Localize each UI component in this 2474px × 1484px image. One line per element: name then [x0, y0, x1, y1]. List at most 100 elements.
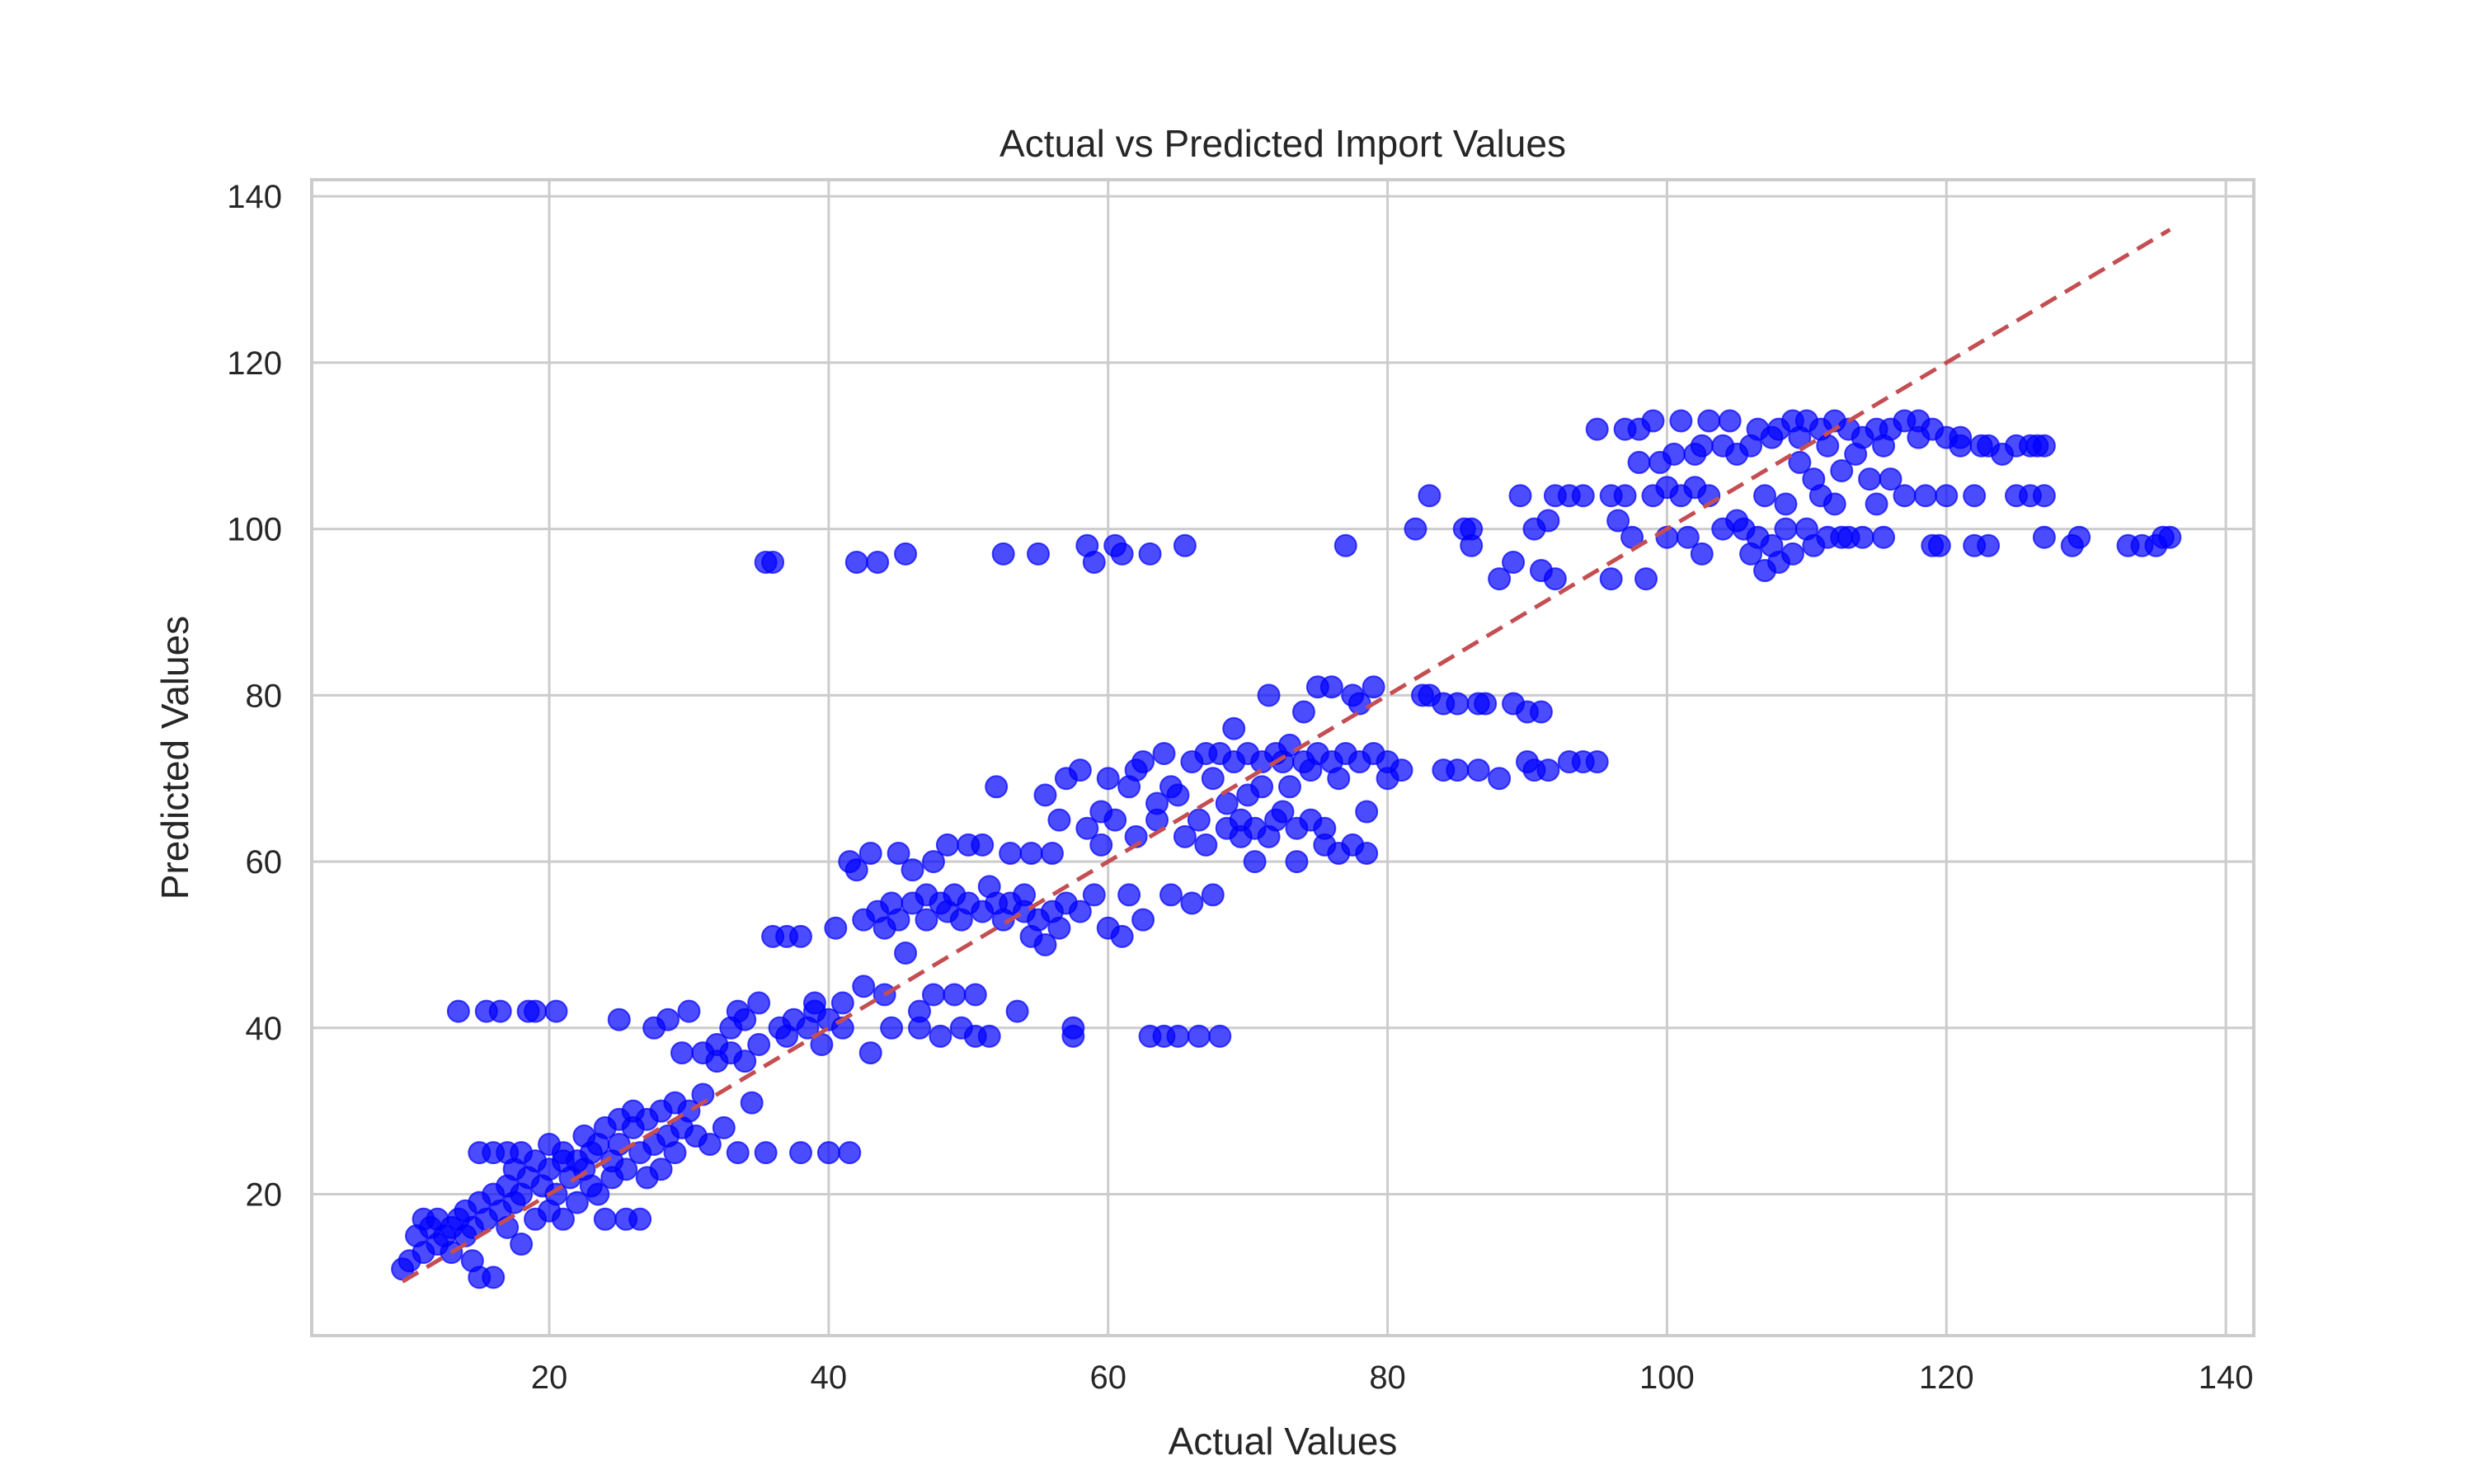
data-point: [929, 1024, 952, 1048]
data-point: [1460, 517, 1484, 541]
data-point: [670, 1041, 694, 1065]
data-point: [524, 999, 548, 1023]
data-point: [1872, 525, 1896, 549]
data-point: [977, 1024, 1001, 1048]
reference-line: [401, 228, 2171, 1284]
data-point: [907, 1016, 931, 1040]
data-point: [1277, 775, 1301, 799]
data-point: [1690, 542, 1714, 566]
data-point: [1201, 767, 1225, 791]
data-point: [1851, 525, 1874, 549]
data-point: [830, 991, 854, 1015]
data-point: [1446, 692, 1470, 716]
data-point: [935, 833, 959, 857]
data-point: [733, 1050, 757, 1073]
data-point: [1173, 824, 1197, 848]
data-point: [677, 999, 701, 1023]
data-point: [691, 1082, 715, 1106]
data-point: [1879, 467, 1903, 491]
data-point: [1089, 833, 1113, 857]
data-point: [963, 983, 987, 1007]
data-point: [880, 1016, 904, 1040]
data-point: [1333, 533, 1357, 557]
data-point: [1536, 758, 1560, 782]
data-point: [915, 908, 938, 932]
data-point: [1131, 908, 1155, 932]
x-tick-label: 20: [531, 1360, 568, 1396]
data-point: [1774, 517, 1798, 541]
data-point: [1963, 484, 1987, 508]
data-point: [1676, 525, 1700, 549]
data-point: [1355, 800, 1379, 824]
data-point: [1606, 509, 1630, 533]
x-tick-label: 80: [1369, 1360, 1406, 1396]
data-point: [1529, 700, 1553, 724]
data-point: [1977, 533, 2001, 557]
data-point: [1131, 750, 1155, 774]
data-point: [1508, 484, 1532, 508]
data-point: [887, 841, 910, 865]
y-tick-label: 60: [246, 844, 283, 881]
data-point: [726, 1141, 750, 1165]
data-point: [1355, 841, 1379, 865]
data-point: [1893, 484, 1917, 508]
data-point: [943, 983, 967, 1007]
data-point: [544, 999, 568, 1023]
data-point: [656, 1007, 680, 1031]
data-point: [844, 858, 868, 882]
data-point: [593, 1207, 617, 1231]
data-point: [852, 974, 876, 998]
data-point: [663, 1141, 687, 1165]
y-tick-label: 140: [227, 179, 282, 215]
data-point: [1788, 450, 1812, 474]
data-point: [1697, 409, 1721, 433]
data-point: [510, 1233, 534, 1256]
data-point: [2158, 525, 2182, 549]
data-point: [1257, 683, 1281, 707]
data-point: [565, 1190, 589, 1214]
data-point: [1858, 467, 1882, 491]
data-point: [1690, 434, 1714, 458]
data-point: [921, 983, 945, 1007]
data-point: [649, 1158, 673, 1181]
data-point: [824, 916, 848, 940]
data-point: [1830, 459, 1854, 483]
grid-lines: [312, 180, 2254, 1336]
data-point: [1536, 509, 1560, 533]
x-axis-label: Actual Values: [1169, 1420, 1398, 1463]
data-point: [816, 1141, 840, 1165]
data-point: [894, 542, 918, 566]
data-point: [1019, 841, 1043, 865]
x-tick-label: 120: [1919, 1360, 1974, 1396]
x-tick-label: 40: [811, 1360, 848, 1396]
data-point: [1285, 850, 1309, 874]
data-point: [1585, 417, 1609, 441]
data-point: [1117, 883, 1141, 907]
data-point: [985, 775, 1009, 799]
y-tick-label: 20: [246, 1177, 283, 1214]
data-point: [1138, 542, 1162, 566]
data-point: [999, 841, 1023, 865]
y-tick-label: 40: [246, 1011, 283, 1047]
data-point: [1180, 891, 1204, 915]
data-point: [446, 999, 470, 1023]
data-point: [1949, 425, 1973, 449]
data-point: [1033, 783, 1057, 807]
data-point: [733, 1007, 757, 1031]
data-point: [1222, 716, 1246, 740]
data-point: [1718, 409, 1742, 433]
data-point: [1082, 550, 1106, 574]
data-point: [901, 858, 924, 882]
chart-title: Actual vs Predicted Import Values: [999, 122, 1566, 165]
data-point: [1103, 808, 1127, 832]
data-point: [1291, 700, 1315, 724]
data-point: [1159, 883, 1183, 907]
data-point: [747, 991, 771, 1015]
data-point: [858, 1041, 882, 1065]
data-point: [1208, 1024, 1232, 1048]
data-point: [1446, 758, 1470, 782]
data-point: [1362, 675, 1385, 699]
x-tick-label: 140: [2199, 1360, 2254, 1396]
data-point: [1187, 1024, 1211, 1048]
